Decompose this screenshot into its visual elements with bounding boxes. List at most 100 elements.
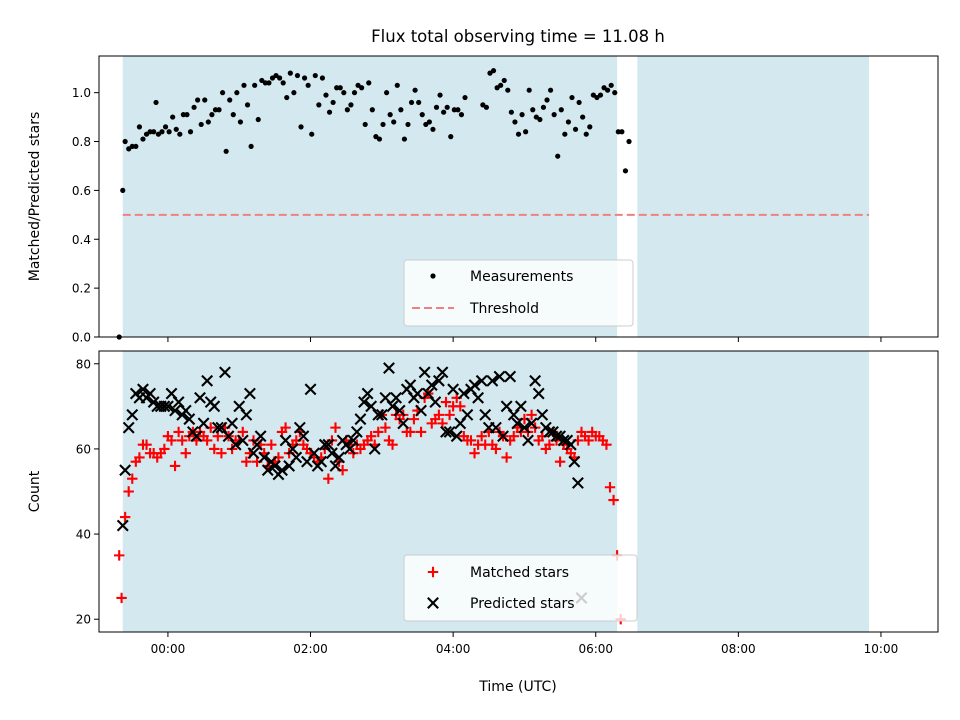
data-point <box>501 77 507 84</box>
data-point <box>119 511 131 523</box>
y-tick-label: 40 <box>76 528 91 542</box>
data-point <box>368 442 381 455</box>
legend-label: Predicted stars <box>470 596 575 612</box>
data-point <box>261 464 274 477</box>
data-point <box>291 90 297 96</box>
data-point <box>230 112 236 118</box>
data-point <box>412 87 418 93</box>
data-point <box>329 460 342 472</box>
data-point <box>176 435 188 446</box>
data-point <box>287 70 293 76</box>
data-point <box>443 425 456 438</box>
data-point <box>151 129 157 135</box>
data-point <box>212 107 219 113</box>
data-point <box>241 456 252 467</box>
data-point <box>179 404 192 417</box>
data-point <box>323 473 334 484</box>
data-point <box>153 99 159 106</box>
y-tick-label: 0.2 <box>72 282 91 296</box>
data-point <box>116 519 129 532</box>
data-point <box>347 434 360 447</box>
data-point <box>319 75 326 81</box>
data-point <box>436 366 449 379</box>
legend-marker <box>427 597 439 609</box>
data-point <box>383 90 390 96</box>
data-point <box>479 408 492 421</box>
data-point <box>508 430 519 442</box>
data-point <box>415 426 427 438</box>
data-point <box>540 104 547 110</box>
data-point <box>323 92 329 98</box>
data-point <box>419 112 425 118</box>
data-point <box>252 82 258 88</box>
data-point <box>209 443 220 455</box>
plot-frame <box>98 55 939 338</box>
data-point <box>469 447 480 459</box>
data-point <box>525 417 538 430</box>
data-point <box>408 99 415 106</box>
data-point <box>315 455 328 468</box>
legend-label: Matched stars <box>470 565 569 581</box>
data-point <box>562 131 568 137</box>
data-point <box>166 129 172 135</box>
data-point <box>344 107 350 113</box>
data-point <box>173 126 179 132</box>
data-point <box>612 90 618 96</box>
data-point <box>376 136 383 142</box>
data-point <box>161 400 174 413</box>
data-point <box>530 107 536 113</box>
data-point <box>198 121 204 128</box>
data-point <box>129 143 135 150</box>
data-point <box>286 442 299 455</box>
legend: Measurements Threshold <box>403 259 634 327</box>
data-point <box>280 422 291 433</box>
data-point <box>170 114 176 120</box>
data-point <box>191 104 197 110</box>
data-point <box>615 129 621 135</box>
data-point <box>532 387 545 400</box>
data-point <box>408 413 420 425</box>
data-point <box>219 366 231 379</box>
data-point <box>386 400 399 413</box>
legend: Matched stars Predicted stars <box>403 554 638 622</box>
observing-window <box>637 351 870 632</box>
data-point <box>219 90 226 96</box>
data-point <box>569 94 575 101</box>
data-point <box>537 116 543 123</box>
data-point <box>350 425 363 438</box>
data-point <box>398 107 404 113</box>
x-tick-label: 06:00 <box>578 642 613 656</box>
data-point <box>268 460 281 472</box>
data-point <box>258 451 271 464</box>
y-tick-label: 0.0 <box>72 331 91 345</box>
data-point <box>209 112 215 118</box>
data-point <box>277 75 283 81</box>
data-point <box>416 99 422 106</box>
data-point <box>558 107 564 113</box>
y-tick-label: 20 <box>76 613 91 627</box>
data-point <box>123 486 134 497</box>
data-point <box>216 447 227 459</box>
data-point <box>166 435 177 446</box>
x-tick-label: 08:00 <box>721 642 756 656</box>
data-point <box>465 435 477 446</box>
data-point <box>361 387 374 400</box>
data-point <box>405 426 416 438</box>
data-point <box>326 109 333 115</box>
data-point <box>141 439 152 450</box>
data-point <box>457 387 470 400</box>
data-point <box>583 435 594 446</box>
data-point <box>266 80 272 86</box>
data-point <box>437 92 443 98</box>
data-point <box>234 90 240 96</box>
data-point <box>512 119 518 125</box>
top-panel: 0.0 0.2 0.4 0.6 0.8 1.0 Matched/Predicted star… <box>27 55 939 345</box>
data-point <box>159 443 170 455</box>
data-point <box>622 168 629 174</box>
y-tick-label: 1.0 <box>72 86 91 100</box>
plot-frame <box>98 350 939 633</box>
data-point <box>144 387 157 400</box>
data-point <box>501 452 512 463</box>
data-point <box>493 370 506 383</box>
data-point <box>173 426 184 438</box>
